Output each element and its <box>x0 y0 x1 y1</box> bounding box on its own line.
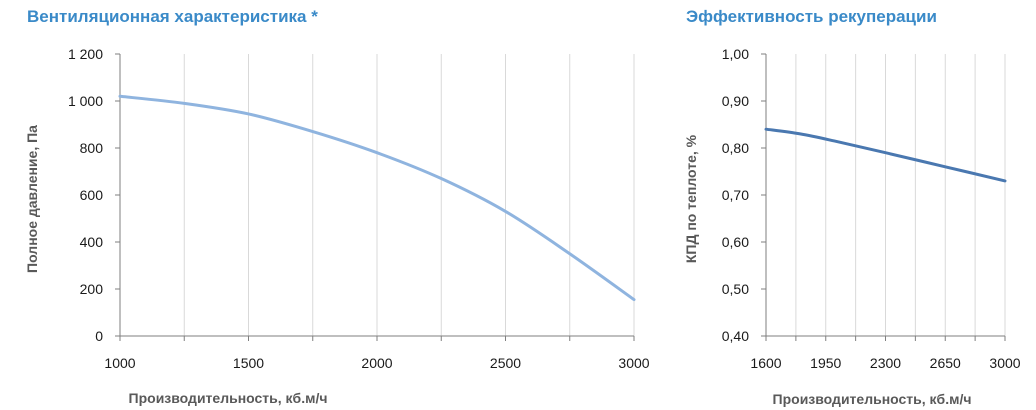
recup-x-tick-label: 2300 <box>870 355 901 371</box>
recup-y-tick-label: 0,40 <box>722 328 749 344</box>
recup-x-tick-label: 3000 <box>989 355 1020 371</box>
vent-x-tick-label: 2500 <box>490 355 521 371</box>
recup-y-tick-label: 0,80 <box>722 140 749 156</box>
recup-y-tick-label: 0,90 <box>722 93 749 109</box>
vent-y-tick-label: 0 <box>95 328 103 344</box>
recup-y-tick-label: 1,00 <box>722 46 749 62</box>
vent-x-tick-label: 1500 <box>233 355 264 371</box>
recup-y-tick-label: 0,50 <box>722 281 749 297</box>
vent-y-tick-label: 800 <box>80 140 104 156</box>
recuperation-chart: 0,40 0,50 0,60 0,70 0,80 0,90 1,00 1600 1950 2300… <box>683 46 1021 407</box>
vent-y-tick-label: 1 200 <box>68 46 103 62</box>
recuperation-chart-title: Эффективность рекуперации <box>686 7 937 26</box>
vent-y-tick-label: 1 000 <box>68 93 103 109</box>
recup-x-tick-label: 2650 <box>930 355 961 371</box>
recup-y-tick-label: 0,60 <box>722 234 749 250</box>
vent-x-tick-label: 2000 <box>361 355 392 371</box>
recup-y-axis-label: КПД по теплоте, % <box>683 134 699 263</box>
vent-y-tick-label: 400 <box>80 234 104 250</box>
vent-y-tick-label: 600 <box>80 187 104 203</box>
vent-x-tick-label: 1000 <box>104 355 135 371</box>
vent-y-axis-label: Полное давление, Па <box>24 125 40 273</box>
vent-x-axis-label: Производительность, кб.м/ч <box>129 390 328 406</box>
recup-x-axis-label: Производительность, кб.м/ч <box>773 391 972 407</box>
vent-x-tick-label: 3000 <box>618 355 649 371</box>
vent-y-tick-label: 200 <box>80 281 104 297</box>
recup-x-tick-label: 1950 <box>810 355 841 371</box>
ventilation-chart-title: Вентиляционная характеристика * <box>27 7 318 26</box>
recup-x-tick-label: 1600 <box>750 355 781 371</box>
recup-y-tick-label: 0,70 <box>722 187 749 203</box>
recup-series-line <box>764 127 1007 183</box>
